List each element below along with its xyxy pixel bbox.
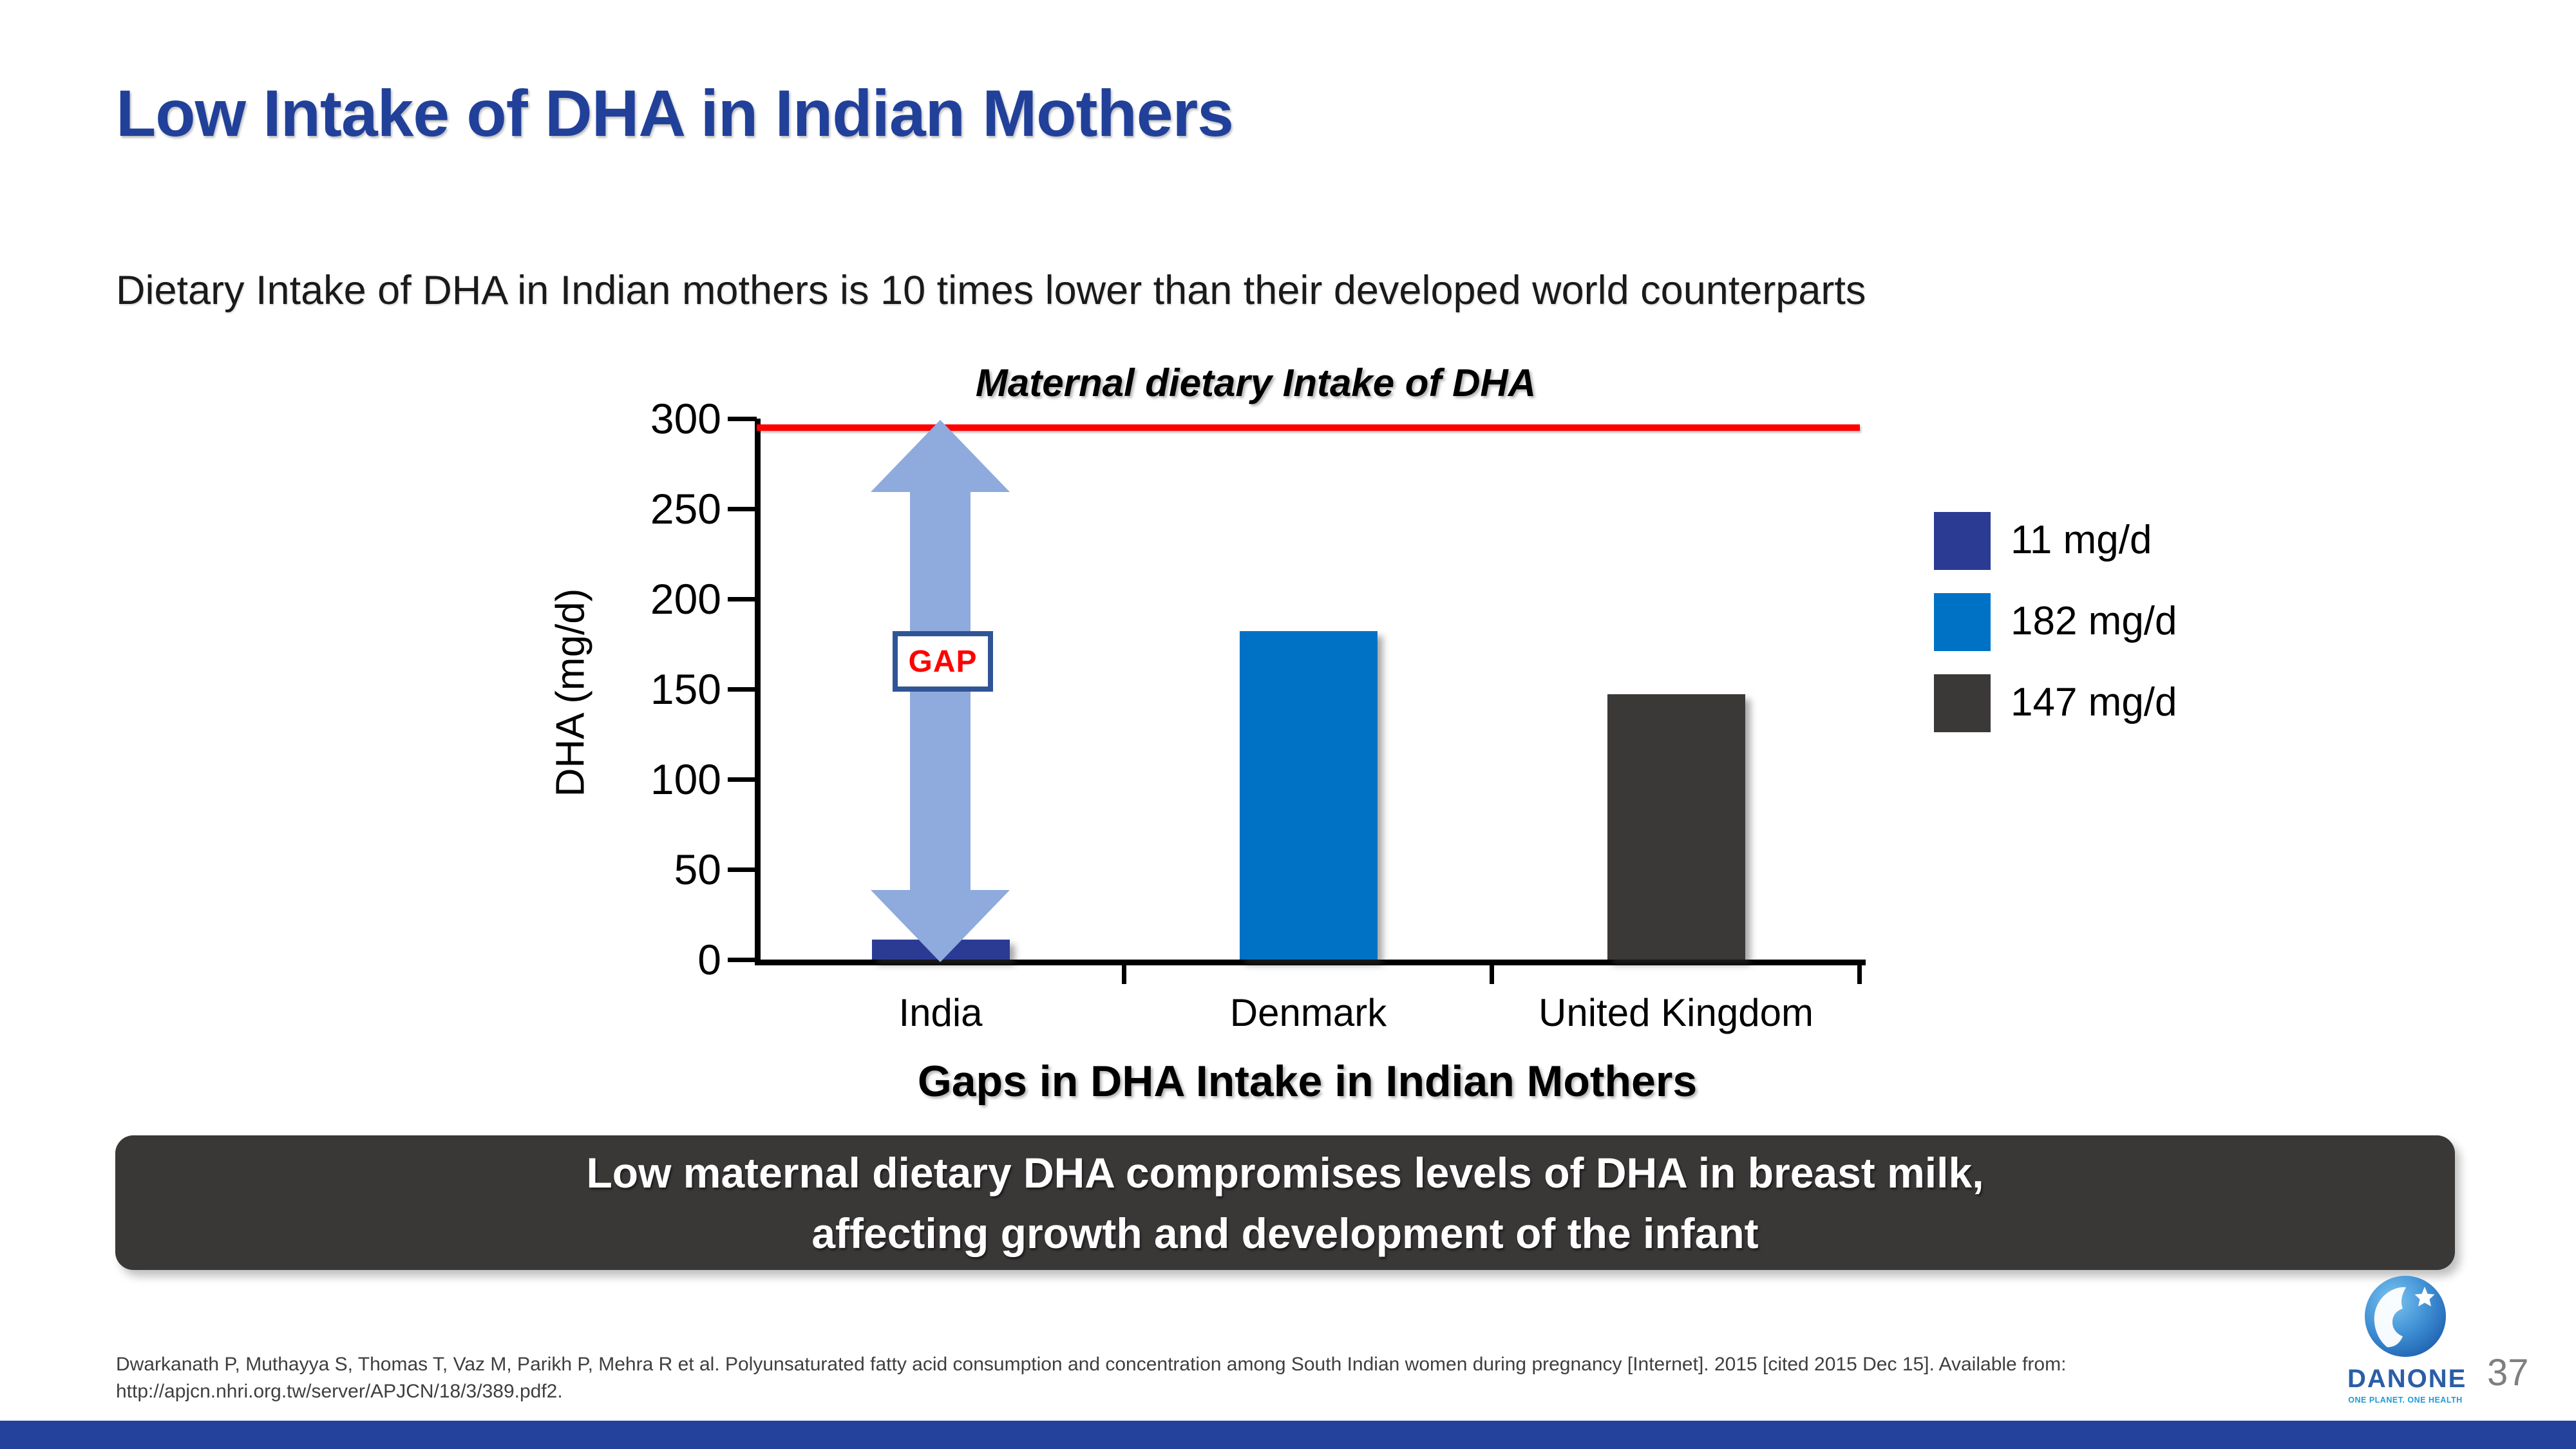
x-tick-mark [1122,960,1126,984]
citation-line1: Dwarkanath P, Muthayya S, Thomas T, Vaz … [116,1354,2067,1375]
citation-line2: http://apjcn.nhri.org.tw/server/APJCN/18… [116,1381,563,1402]
bar-united-kingdom [1607,694,1745,960]
y-tick-mark [728,507,757,511]
y-tick-label: 100 [650,755,721,803]
bottom-accent-bar [0,1421,2576,1449]
slide-title: Low Intake of DHA in Indian Mothers [116,77,1234,150]
y-tick-label: 150 [650,665,721,713]
gap-arrow-icon [910,489,971,895]
y-tick-label: 300 [650,395,721,442]
legend-label: 147 mg/d [2011,680,2177,724]
x-tick-mark [1490,960,1494,984]
gap-arrow-up-head-icon [871,420,1010,492]
x-axis-label: Denmark [1229,991,1387,1034]
chart-title: Maternal dietary Intake of DHA [975,361,1537,404]
bar-denmark [1239,631,1378,960]
legend-marker [1934,512,1991,570]
danone-logo: DANONE ONE PLANET. ONE HEALTH [2347,1274,2467,1405]
chart-caption: Gaps in DHA Intake in Indian Mothers [917,1057,1698,1106]
target-reference-line [757,424,1860,431]
gap-label: GAP [908,644,978,679]
page-number: 37 [2487,1352,2529,1394]
y-axis-line [755,419,761,965]
danone-globe-icon [2365,1276,2446,1357]
y-tick-mark [728,777,757,782]
y-tick-mark [728,958,757,962]
slide-subtitle: Dietary Intake of DHA in Indian mothers … [116,268,1866,313]
legend-marker [1934,593,1991,651]
citation: Dwarkanath P, Muthayya S, Thomas T, Vaz … [116,1351,2066,1405]
x-tick-mark [1857,960,1862,984]
y-tick-mark [728,597,757,601]
x-axis-line [755,960,1866,965]
key-message-banner: Low maternal dietary DHA compromises lev… [115,1135,2455,1270]
y-tick-mark [728,867,757,872]
legend-marker [1934,674,1991,732]
banner-line2: affecting growth and development of the … [811,1209,1759,1257]
y-tick-mark [728,417,757,421]
danone-tagline: ONE PLANET. ONE HEALTH [2348,1396,2463,1405]
y-tick-label: 250 [650,485,721,533]
legend-label: 182 mg/d [2011,599,2177,643]
y-tick-label: 0 [697,936,721,983]
gap-label-box: GAP [893,631,993,692]
x-axis-label: India [898,991,983,1034]
y-tick-label: 200 [650,575,721,623]
banner-line1: Low maternal dietary DHA compromises lev… [586,1148,1984,1197]
legend-label: 11 mg/d [2011,518,2152,562]
x-axis-label: United Kingdom [1539,991,1814,1034]
y-tick-mark [728,687,757,692]
gap-arrow-down-head-icon [871,890,1010,962]
danone-wordmark: DANONE [2347,1365,2467,1393]
y-tick-label: 50 [674,846,721,893]
